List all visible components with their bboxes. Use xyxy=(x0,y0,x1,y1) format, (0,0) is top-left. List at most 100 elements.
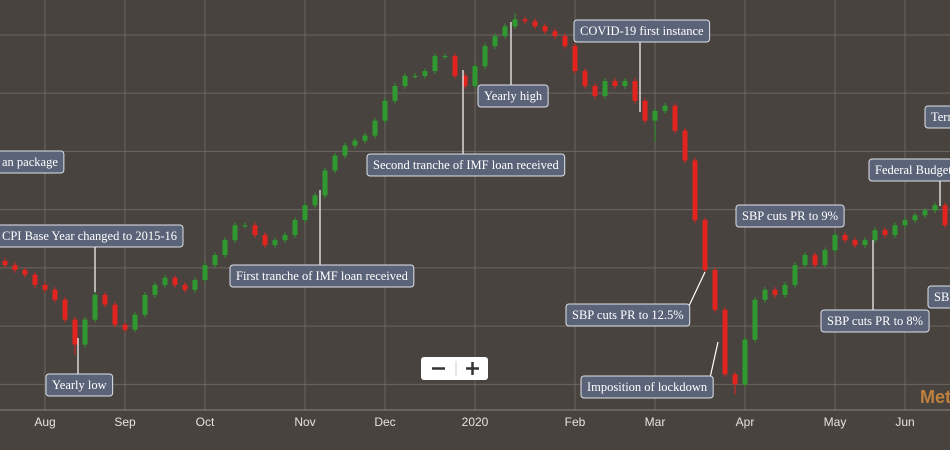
zoom-out-button[interactable] xyxy=(421,357,456,380)
x-tick-label: Feb xyxy=(565,415,586,429)
candle-body xyxy=(802,255,808,266)
candle-body xyxy=(432,56,438,72)
candle-body xyxy=(542,26,548,32)
candle-body xyxy=(782,284,788,295)
x-tick-label: Nov xyxy=(294,415,315,429)
candle-body xyxy=(642,100,648,121)
annotation-text: Imposition of lockdown xyxy=(587,380,708,394)
candle-body xyxy=(582,71,588,86)
x-tick-label: 2020 xyxy=(462,415,489,429)
zoom-control xyxy=(421,357,488,380)
candle-body xyxy=(842,235,848,241)
candle-body xyxy=(272,240,278,246)
candle-body xyxy=(872,230,878,241)
zoom-in-button[interactable] xyxy=(456,357,488,380)
annotation-text: Yearly low xyxy=(52,378,107,392)
candle-body xyxy=(932,205,938,211)
candle-body xyxy=(32,274,38,285)
candle-body xyxy=(232,225,238,241)
candle-body xyxy=(492,36,498,47)
annotation: Yearly low xyxy=(45,338,114,397)
annotation-box xyxy=(477,84,549,108)
candle-body xyxy=(202,265,208,281)
candle-body xyxy=(312,195,318,206)
candle-body xyxy=(632,81,638,101)
annotation-text: SBP cuts PR to 9% xyxy=(742,209,838,223)
candle-body xyxy=(422,71,428,76)
candle-body xyxy=(572,46,578,72)
annotations: an package CPI Base Year changed to 2015-… xyxy=(0,19,950,399)
annotation-text: SBP cuts PR to 8% xyxy=(827,314,923,328)
x-tick-label: Mar xyxy=(645,415,666,429)
candle-body xyxy=(892,225,898,236)
candle-body xyxy=(302,205,308,221)
candle-body xyxy=(262,235,268,246)
annotation-text: First tranche of IMF loan received xyxy=(236,269,409,283)
annotation-text: Second tranche of IMF loan received xyxy=(373,158,559,172)
annotation-box xyxy=(45,373,114,397)
annotation: an package xyxy=(0,150,65,174)
candle-body xyxy=(692,160,698,221)
candle-body xyxy=(12,265,18,270)
candle-body xyxy=(742,339,748,385)
candle-body xyxy=(412,75,418,77)
annotation-box xyxy=(580,375,714,399)
candle-body xyxy=(622,81,628,86)
annotation-box xyxy=(0,150,65,174)
annotation: Terr xyxy=(924,105,950,129)
annotation: SBP cuts PR to 12.5% xyxy=(565,271,706,327)
annotation-box xyxy=(868,158,950,182)
candles xyxy=(2,13,948,395)
annotation-box xyxy=(573,19,711,43)
candle-body xyxy=(662,105,668,111)
annotation: CPI Base Year changed to 2015-16 xyxy=(0,224,184,292)
candle-body xyxy=(682,130,688,161)
candle-body xyxy=(392,85,398,101)
x-tick-label: Aug xyxy=(34,415,55,429)
annotation: SBP xyxy=(927,285,950,309)
candle-body xyxy=(132,314,138,330)
candle-body xyxy=(22,269,28,275)
x-tick-label: Apr xyxy=(736,415,755,429)
annotation: SBP cuts PR to 9% xyxy=(735,204,845,228)
candle-body xyxy=(122,324,128,330)
annotation: SBP cuts PR to 8% xyxy=(820,240,930,333)
annotation-pointer xyxy=(687,271,706,309)
candle-body xyxy=(822,250,828,266)
candle-body xyxy=(602,81,608,96)
annotation: First tranche of IMF loan received xyxy=(229,190,415,288)
candle-body xyxy=(152,284,158,295)
annotation-box xyxy=(927,285,950,309)
candle-body xyxy=(212,255,218,266)
candle-body xyxy=(562,36,568,47)
annotation: Federal Budget xyxy=(868,158,950,206)
candle-body xyxy=(442,56,448,58)
annotation-box xyxy=(0,224,184,248)
annotation-text: an package xyxy=(2,155,58,169)
annotation-text: COVID-19 first instance xyxy=(580,24,704,38)
annotation-text: CPI Base Year changed to 2015-16 xyxy=(2,229,177,243)
candle-body xyxy=(882,230,888,236)
candle-body xyxy=(712,269,718,310)
candle-body xyxy=(92,294,98,320)
annotation-box xyxy=(820,309,930,333)
candle-body xyxy=(192,280,198,290)
candle-body xyxy=(532,21,538,27)
candle-body xyxy=(322,170,328,196)
candle-body xyxy=(702,220,708,270)
candle-body xyxy=(452,56,458,76)
candle-body xyxy=(612,81,618,86)
x-axis-labels: Aug Sep Oct Nov Dec 2020 Feb Mar Apr May Jun xyxy=(34,415,914,429)
candle-body xyxy=(82,319,88,345)
candle-body xyxy=(402,75,408,86)
candle-body xyxy=(182,284,188,290)
candle-body xyxy=(142,294,148,315)
candle-body xyxy=(42,284,48,290)
candle-body xyxy=(522,19,528,22)
candle-body xyxy=(722,309,728,375)
x-tick-label: Sep xyxy=(114,415,136,429)
annotation-box xyxy=(366,153,566,177)
candle-body xyxy=(792,265,798,285)
annotation-text: Federal Budget xyxy=(875,163,950,177)
candle-body xyxy=(852,240,858,246)
